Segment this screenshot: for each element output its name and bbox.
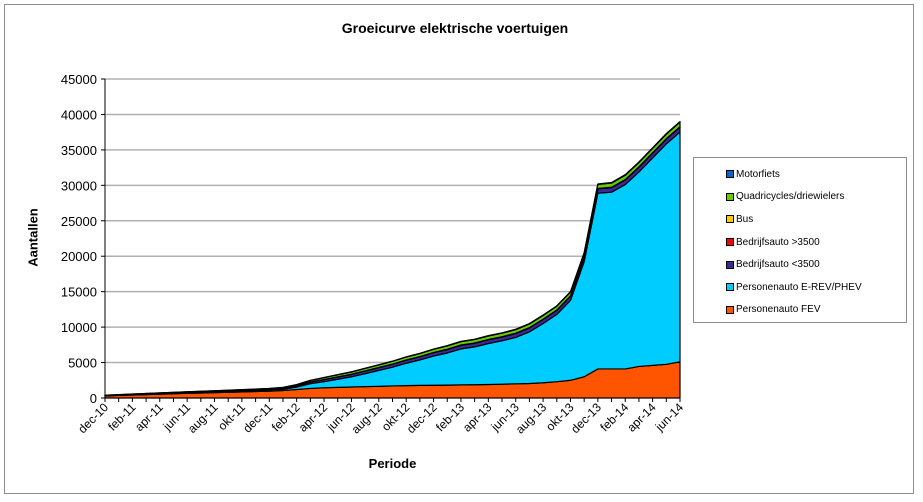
legend-label: Quadricycles/driewielers [736, 191, 845, 203]
legend-item: Bedrijfsauto >3500 [694, 231, 906, 254]
y-tick-label: 35000 [61, 143, 97, 158]
x-tick-label: apr-12 [296, 400, 331, 435]
y-tick-label: 5000 [68, 356, 97, 371]
x-tick-label: feb-14 [597, 400, 631, 434]
x-tick-label: dec-13 [568, 400, 604, 436]
chart-frame [4, 4, 914, 494]
x-tick-label: aug-11 [185, 400, 221, 436]
x-tick-label: aug-12 [349, 400, 386, 437]
legend-item: Personenauto E-REV/PHEV [694, 276, 906, 299]
legend-swatch [726, 283, 734, 292]
y-tick-label: 15000 [61, 285, 97, 300]
x-tick-label: aug-13 [513, 400, 550, 437]
legend-item: Motorfiets [694, 163, 906, 186]
y-tick-label: 45000 [61, 72, 97, 87]
legend-item: Bus [694, 208, 906, 231]
legend-swatch [726, 215, 734, 224]
legend-label: Personenauto E-REV/PHEV [736, 281, 862, 293]
legend-item: Quadricycles/driewielers [694, 186, 906, 209]
y-tick-label: 25000 [61, 214, 97, 229]
x-tick-label: feb-12 [269, 400, 303, 434]
y-tick-label: 10000 [61, 320, 97, 335]
y-tick-label: 40000 [61, 107, 97, 122]
legend-label: Bus [736, 213, 754, 225]
y-tick-label: 20000 [61, 249, 97, 264]
x-axis-label: Periode [368, 456, 417, 471]
x-tick-label: dec-12 [404, 400, 440, 436]
x-tick-label: apr-14 [624, 400, 659, 435]
x-tick-label: apr-11 [132, 400, 166, 434]
x-tick-label: apr-13 [460, 400, 495, 435]
x-tick-label: dec-11 [240, 400, 275, 435]
chart-title: Groeicurve elektrische voertuigen [341, 20, 569, 36]
y-tick-label: 0 [90, 391, 97, 406]
legend: Motorfiets Quadricycles/driewielers Bus Bed… [693, 157, 907, 323]
legend-label: Bedrijfsauto <3500 [736, 259, 820, 271]
legend-item: Bedrijfsauto <3500 [694, 253, 906, 276]
area-personenauto-e-rev-phev [104, 131, 681, 397]
legend-label: Motorfiets [736, 168, 780, 180]
y-tick-label: 30000 [61, 178, 97, 193]
legend-swatch [726, 238, 734, 247]
x-tick-label: jun-14 [652, 400, 686, 434]
x-tick-label: feb-11 [105, 400, 139, 434]
legend-swatch [726, 192, 734, 201]
legend-swatch [726, 260, 734, 269]
legend-label: Personenauto FEV [736, 304, 821, 316]
legend-swatch [726, 170, 734, 179]
legend-label: Bedrijfsauto >3500 [736, 236, 820, 248]
x-tick-label: feb-13 [433, 400, 467, 434]
legend-swatch [726, 305, 734, 314]
area-motorfiets [104, 120, 681, 396]
legend-item: Personenauto FEV [694, 299, 906, 322]
